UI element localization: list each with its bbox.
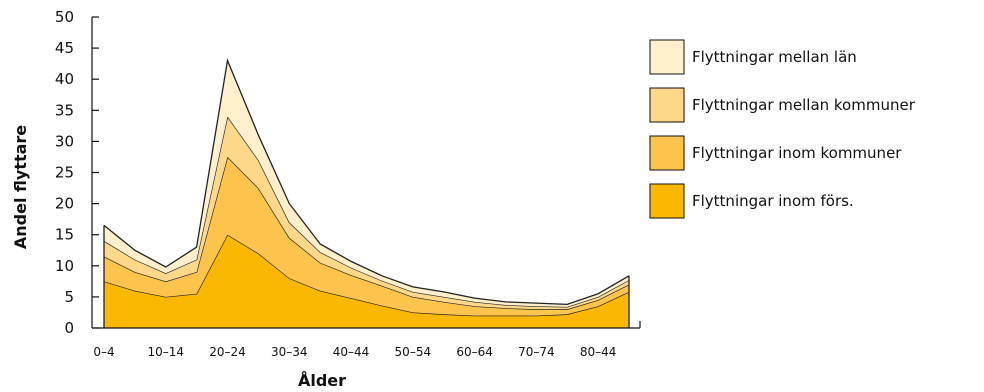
legend-label: Flyttningar mellan kommuner (692, 96, 916, 114)
area-series-4 (104, 60, 629, 307)
x-tick-label: 50–54 (395, 345, 432, 359)
legend-label: Flyttningar mellan län (692, 48, 857, 66)
legend-swatch (649, 39, 685, 75)
x-tick-label: 0–4 (93, 345, 114, 359)
x-tick-label: 60–64 (456, 345, 493, 359)
y-tick-label: 50 (55, 8, 74, 26)
x-tick-label: 70–74 (518, 345, 555, 359)
y-tick-label: 5 (64, 288, 74, 306)
y-tick-label: 35 (55, 101, 74, 119)
y-tick-label: 15 (55, 226, 74, 244)
y-axis-ticks: 0 5 10 15 20 25 30 35 40 45 50 (55, 8, 99, 337)
y-tick-label: 20 (55, 195, 74, 213)
legend-label: Flyttningar inom förs. (692, 192, 854, 210)
y-tick-label: 45 (55, 39, 74, 57)
legend-label: Flyttningar inom kommuner (692, 144, 902, 162)
y-axis-title: Andel flyttare (11, 125, 30, 249)
x-tick-label: 10–14 (147, 345, 184, 359)
area-layers (103, 58, 630, 328)
y-tick-label: 30 (55, 132, 74, 150)
area-series-3 (104, 116, 629, 310)
x-tick-label: 30–34 (271, 345, 308, 359)
legend-swatch (649, 87, 685, 123)
x-axis-ticks: 0–4 10–14 20–24 30–34 40–44 50–54 60–64 70–74 80… (93, 345, 616, 359)
x-tick-label: 80–44 (580, 345, 617, 359)
x-axis-title: Ålder (298, 371, 346, 390)
y-tick-label: 25 (55, 164, 74, 182)
area-series-1 (104, 234, 629, 328)
legend-swatch (649, 135, 685, 171)
y-tick-label: 0 (64, 319, 74, 337)
series-line-4 (103, 58, 630, 306)
area-series-2 (104, 156, 629, 316)
y-tick-label: 10 (55, 257, 74, 275)
legend: Flyttningar mellan län Flyttningar mellan… (649, 39, 916, 219)
legend-swatch (649, 183, 685, 219)
y-tick-label: 40 (55, 70, 74, 88)
x-tick-label: 20–24 (209, 345, 246, 359)
x-tick-label: 40–44 (333, 345, 370, 359)
